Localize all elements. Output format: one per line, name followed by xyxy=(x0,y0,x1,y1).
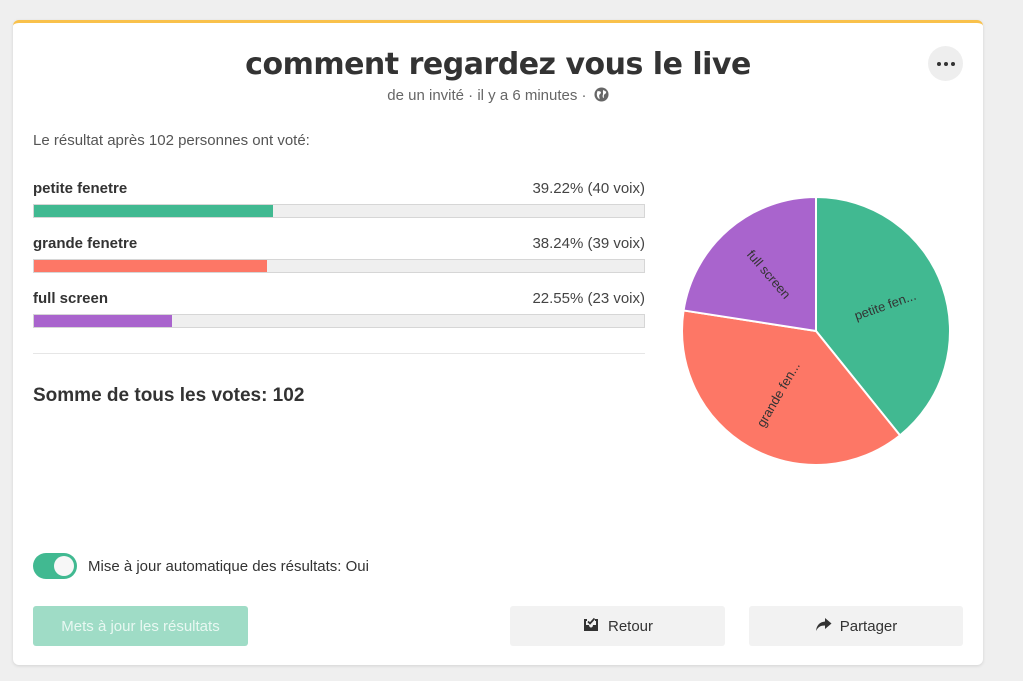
poll-meta: de un invité · il y a 6 minutes · xyxy=(13,87,983,106)
poll-card: comment regardez vous le live de un invi… xyxy=(13,20,983,665)
back-label: Retour xyxy=(607,617,654,635)
option-label: full screen xyxy=(33,290,109,307)
more-options-icon xyxy=(936,61,941,66)
result-bar-track xyxy=(33,314,645,328)
option-stats: 39.22% (40 voix) xyxy=(532,180,645,197)
result-bar-fill xyxy=(34,205,274,217)
back-button[interactable]: Retour xyxy=(510,606,725,646)
globe-icon xyxy=(594,87,609,106)
poll-title: comment regardez vous le live xyxy=(245,47,751,82)
option-label: petite fenetre xyxy=(33,180,128,197)
result-bar-track xyxy=(33,204,645,218)
inbox-icon xyxy=(582,616,600,636)
toggle-knob xyxy=(54,556,74,576)
total-votes: Somme de tous les votes: 102 xyxy=(33,385,305,406)
share-button[interactable]: Partager xyxy=(749,606,963,646)
result-bar-track xyxy=(33,259,645,273)
option-stats: 38.24% (39 voix) xyxy=(532,235,645,252)
vote-summary: Le résultat après 102 personnes ont voté… xyxy=(33,132,310,149)
divider xyxy=(33,353,645,354)
poll-meta-text: de un invité · il y a 6 minutes · xyxy=(387,87,587,104)
option-stats: 22.55% (23 voix) xyxy=(532,290,645,307)
auto-update-label: Mise à jour automatique des résultats: O… xyxy=(88,557,369,575)
option-label: grande fenetre xyxy=(33,235,138,252)
option-petite-fenetre: petite fenetre 39.22% (40 voix) xyxy=(33,180,645,218)
update-results-label: Mets à jour les résultats xyxy=(61,617,220,635)
results-pie-chart: petite fen...grande fen...full screen xyxy=(681,195,951,466)
result-bar-fill xyxy=(34,260,268,272)
more-options-button[interactable] xyxy=(928,46,963,81)
update-results-button[interactable]: Mets à jour les résultats xyxy=(33,606,248,646)
share-label: Partager xyxy=(839,617,898,635)
option-grande-fenetre: grande fenetre 38.24% (39 voix) xyxy=(33,235,645,273)
auto-update-toggle[interactable] xyxy=(33,553,77,579)
pie-slice xyxy=(681,309,902,466)
more-options-dot xyxy=(943,61,948,66)
share-arrow-icon xyxy=(815,617,832,636)
pie-slice xyxy=(815,195,951,437)
more-options-dot xyxy=(950,61,955,66)
result-bar-fill xyxy=(34,315,172,327)
option-full-screen: full screen 22.55% (23 voix) xyxy=(33,290,645,328)
auto-update-row: Mise à jour automatique des résultats: O… xyxy=(33,553,369,579)
pie-slice xyxy=(682,195,817,333)
